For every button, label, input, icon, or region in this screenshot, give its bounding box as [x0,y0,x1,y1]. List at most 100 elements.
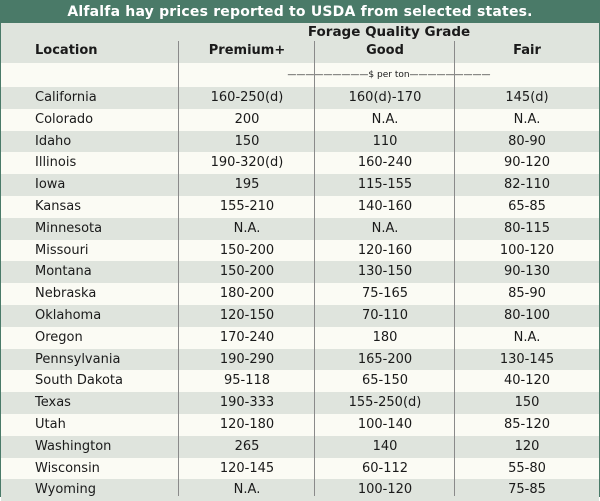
table-row: Colorado 200 N.A. N.A. [1,109,599,131]
cell-good: 110 [372,133,398,149]
cell-location: Nebraska [35,286,97,302]
cell-fair: 85-90 [508,286,546,302]
cell-location: Pennsylvania [35,351,121,367]
cell-premium: 120-180 [219,416,275,432]
cell-location: Colorado [35,111,94,127]
cell-location: Missouri [35,242,89,258]
cell-good: 65-150 [361,373,409,389]
column-header-location: Location [35,43,98,58]
cell-premium: 190-290 [219,351,275,367]
cell-good: 120-160 [357,242,413,258]
table-row: Washington 265 140 120 [1,435,599,458]
table-row: Oklahoma 120-150 70-110 80-100 [1,304,599,327]
cell-good: 165-200 [357,351,413,367]
cell-location: Iowa [35,177,66,193]
table-row: Nebraska 180-200 75-165 85-90 [1,283,599,305]
cell-premium: 95-118 [223,373,271,389]
cell-location: Kansas [35,198,82,214]
column-header-good: Good [366,43,404,58]
cell-fair: N.A. [513,329,541,345]
cell-premium: 150-200 [219,264,275,280]
cell-fair: 145(d) [505,90,549,105]
cell-good: 160(d)-170 [348,90,422,105]
cell-fair: 90-120 [503,155,551,171]
cell-location: California [35,90,97,105]
cell-premium: N.A. [233,220,261,236]
cell-good: 160-240 [357,155,413,171]
cell-premium: 150-200 [219,242,275,258]
table-row: Wyoming N.A. 100-120 75-85 [1,479,599,501]
cell-location: Texas [35,395,71,411]
cell-location: Washington [35,438,112,454]
cell-premium: 200 [234,111,260,127]
cell-good: 140-160 [357,198,413,214]
cell-premium: 160-250(d) [210,90,284,105]
column-divider [454,41,455,496]
cell-location: Wisconsin [35,460,100,476]
table-row: Texas 190-333 155-250(d) 150 [1,392,599,414]
units-label: —————————$ per ton————————— [287,70,491,80]
cell-good: 100-120 [357,482,413,498]
cell-premium: 170-240 [219,329,275,345]
cell-premium: 265 [234,438,260,454]
cell-fair: 82-110 [503,177,551,193]
cell-good: N.A. [371,220,399,236]
table-row: Idaho 150 110 80-90 [1,130,599,153]
column-header-fair: Fair [513,43,541,58]
cell-fair: 85-120 [503,416,551,432]
cell-fair: 65-85 [508,198,546,214]
cell-good: 155-250(d) [348,395,422,411]
cell-good: 130-150 [357,264,413,280]
cell-fair: 120 [514,438,540,454]
cell-location: Oregon [35,329,83,345]
table-body: California 160-250(d) 160(d)-170 145(d) Colo… [1,87,599,501]
cell-premium: 190-320(d) [210,155,284,171]
cell-fair: 75-85 [508,482,546,498]
table-row: South Dakota 95-118 65-150 40-120 [1,370,599,392]
cell-premium: 180-200 [219,286,275,302]
cell-location: Utah [35,416,66,432]
cell-fair: N.A. [513,111,541,127]
cell-location: Illinois [35,155,77,171]
table-row: Missouri 150-200 120-160 100-120 [1,240,599,262]
cell-premium: 190-333 [219,395,275,411]
column-header-premium: Premium+ [208,43,286,58]
table-row: Wisconsin 120-145 60-112 55-80 [1,458,599,480]
cell-location: Oklahoma [35,307,102,323]
table-row: Iowa 195 115-155 82-110 [1,174,599,196]
cell-fair: 55-80 [508,460,546,476]
cell-fair: 40-120 [503,373,551,389]
table-row: Montana 150-200 130-150 90-130 [1,261,599,284]
cell-good: N.A. [371,111,399,127]
cell-good: 70-110 [361,307,409,323]
cell-fair: 80-115 [503,220,551,236]
cell-premium: 120-150 [219,307,275,323]
cell-good: 100-140 [357,416,413,432]
column-divider [178,41,179,496]
cell-fair: 80-100 [503,307,551,323]
cell-location: South Dakota [35,373,123,389]
cell-fair: 100-120 [499,242,555,258]
cell-location: Montana [35,264,92,280]
cell-premium: 120-145 [219,460,275,476]
cell-good: 180 [372,329,398,345]
cell-premium: N.A. [233,482,261,498]
cell-location: Wyoming [35,482,97,498]
cell-fair: 90-130 [503,264,551,280]
cell-fair: 80-90 [508,133,546,149]
cell-premium: 155-210 [219,198,275,214]
table-row: Pennsylvania 190-290 165-200 130-145 [1,348,599,371]
cell-location: Idaho [35,133,72,149]
table-row: California 160-250(d) 160(d)-170 145(d) [1,87,599,109]
column-divider [314,41,315,496]
cell-good: 115-155 [357,177,413,193]
header-band [1,23,599,63]
cell-location: Minnesota [35,220,103,236]
cell-good: 140 [372,438,398,454]
table-row: Minnesota N.A. N.A. 80-115 [1,217,599,240]
table-row: Kansas 155-210 140-160 65-85 [1,196,599,218]
cell-premium: 150 [234,133,260,149]
table-title: Alfalfa hay prices reported to USDA from… [1,1,599,23]
units-band [1,63,599,87]
